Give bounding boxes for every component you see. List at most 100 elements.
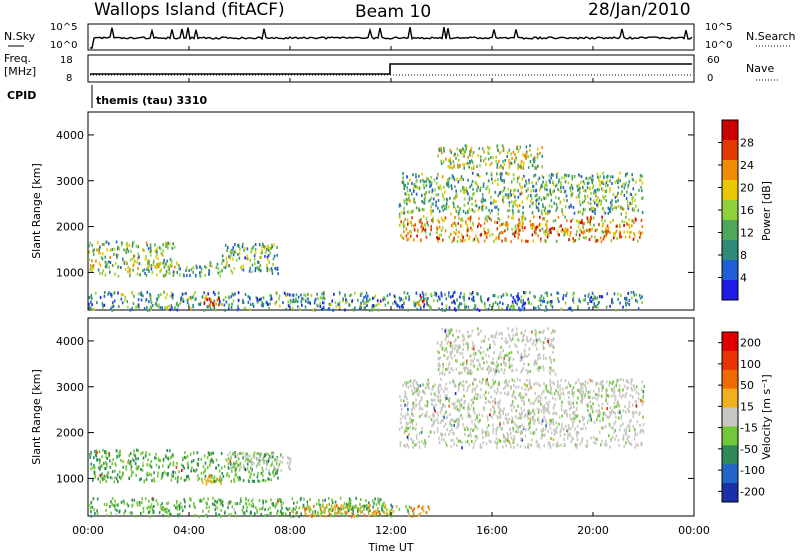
range-gate-cell: [186, 274, 188, 278]
range-gate-cell: [206, 305, 209, 309]
range-gate-cell: [339, 305, 341, 309]
range-gate-cell: [151, 304, 154, 307]
range-gate-cell: [490, 201, 492, 205]
range-gate-cell: [453, 205, 455, 209]
range-gate-cell: [476, 182, 478, 186]
range-gate-cell: [124, 295, 127, 299]
range-gate-cell: [425, 410, 428, 414]
range-gate-cell: [508, 380, 511, 384]
range-gate-cell: [465, 147, 467, 151]
range-gate-cell: [183, 466, 185, 470]
range-gate-cell: [208, 297, 211, 301]
range-gate-cell: [511, 419, 514, 423]
range-gate-cell: [552, 219, 555, 223]
range-gate-cell: [575, 195, 578, 199]
range-gate-cell: [536, 439, 538, 443]
range-gate-cell: [457, 398, 460, 402]
range-gate-cell: [412, 401, 414, 405]
range-gate-cell: [460, 177, 462, 181]
range-gate-cell: [271, 245, 274, 249]
range-gate-cell: [454, 301, 456, 305]
range-gate-cell: [307, 507, 310, 511]
range-gate-cell: [393, 294, 396, 298]
range-gate-cell: [285, 512, 287, 516]
range-gate-cell: [564, 410, 567, 414]
range-gate-cell: [464, 239, 466, 242]
range-gate-cell: [440, 151, 443, 155]
range-gate-cell: [483, 239, 486, 243]
range-gate-cell: [450, 445, 452, 449]
range-gate-cell: [105, 480, 107, 483]
range-gate-cell: [633, 220, 635, 224]
range-gate-cell: [448, 177, 451, 181]
range-gate-cell: [581, 399, 583, 403]
range-gate-cell: [525, 150, 528, 154]
range-gate-cell: [627, 440, 630, 444]
range-gate-cell: [484, 217, 487, 221]
range-gate-cell: [563, 409, 565, 413]
range-gate-cell: [508, 172, 510, 176]
range-gate-cell: [590, 417, 592, 421]
range-gate-cell: [545, 305, 547, 309]
range-gate-cell: [447, 294, 450, 298]
range-gate-cell: [260, 452, 263, 456]
range-gate-cell: [242, 298, 244, 302]
range-gate-cell: [603, 234, 606, 238]
range-gate-cell: [373, 307, 375, 311]
range-gate-cell: [131, 498, 133, 502]
range-gate-cell: [619, 378, 622, 381]
range-gate-cell: [578, 298, 580, 302]
range-gate-cell: [537, 178, 539, 182]
range-gate-cell: [570, 205, 572, 209]
range-gate-cell: [599, 382, 601, 386]
range-gate-cell: [457, 205, 459, 209]
range-gate-cell: [629, 231, 631, 234]
range-gate-cell: [497, 234, 500, 238]
range-gate-cell: [425, 227, 427, 231]
range-gate-cell: [232, 452, 234, 456]
range-gate-cell: [248, 269, 251, 273]
range-gate-cell: [536, 155, 539, 159]
range-gate-cell: [154, 243, 156, 247]
range-gate-cell: [641, 197, 643, 201]
range-gate-cell: [292, 507, 295, 511]
range-gate-cell: [194, 273, 197, 277]
range-gate-cell: [259, 298, 261, 302]
range-gate-cell: [626, 190, 628, 194]
range-gate-cell: [372, 505, 374, 509]
range-gate-cell: [603, 176, 605, 180]
range-gate-cell: [462, 295, 464, 299]
range-gate-cell: [583, 416, 585, 420]
range-gate-cell: [242, 479, 245, 483]
range-gate-cell: [454, 216, 456, 219]
range-gate-cell: [484, 401, 487, 405]
range-gate-cell: [273, 469, 275, 473]
range-gate-cell: [222, 500, 224, 503]
range-gate-cell: [621, 184, 623, 188]
range-gate-cell: [425, 177, 428, 181]
range-gate-cell: [510, 240, 513, 244]
range-gate-cell: [598, 408, 600, 412]
range-gate-cell: [344, 308, 346, 312]
range-gate-cell: [448, 306, 451, 310]
range-gate-cell: [93, 307, 95, 311]
range-gate-cell: [196, 266, 198, 270]
range-gate-cell: [154, 248, 157, 252]
range-gate-cell: [111, 293, 113, 296]
range-gate-cell: [98, 458, 101, 462]
range-gate-cell: [203, 302, 206, 306]
range-gate-cell: [627, 386, 629, 390]
range-gate-cell: [505, 383, 508, 387]
range-gate-cell: [212, 451, 215, 455]
range-gate-cell: [515, 409, 518, 413]
range-gate-cell: [126, 261, 128, 265]
range-gate-cell: [244, 468, 247, 472]
range-gate-cell: [226, 472, 229, 476]
range-gate-cell: [272, 262, 274, 266]
range-gate-cell: [598, 430, 601, 434]
range-gate-cell: [462, 388, 465, 392]
range-gate-cell: [237, 304, 239, 308]
range-gate-cell: [542, 368, 545, 372]
range-gate-cell: [312, 308, 315, 312]
range-gate-cell: [129, 272, 131, 275]
